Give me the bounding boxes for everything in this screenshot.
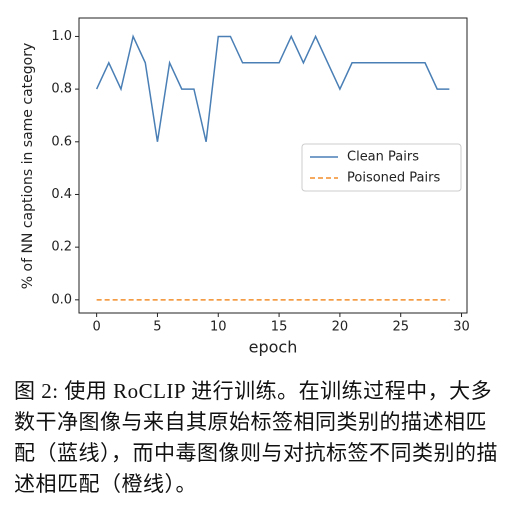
y-tick-label: 0.8 <box>51 82 72 97</box>
x-axis-label: epoch <box>249 338 298 357</box>
y-tick-label: 1.0 <box>51 29 72 44</box>
y-tick-label: 0.0 <box>51 292 72 307</box>
y-tick-label: 0.6 <box>51 134 72 149</box>
plot-frame <box>78 17 468 314</box>
x-tick-label: 15 <box>271 320 288 335</box>
caption: 图 2: 使用 RoCLIP 进行训练。在训练过程中，大多数干净图像与来自其原始… <box>14 379 498 496</box>
series-line <box>95 34 450 142</box>
x-tick-label: 25 <box>392 320 409 335</box>
legend-box <box>301 143 462 192</box>
legend-label: Clean Pairs <box>347 150 419 165</box>
x-tick-label: 20 <box>332 320 349 335</box>
x-tick-label: 5 <box>153 320 161 335</box>
x-tick-label: 0 <box>92 320 100 335</box>
y-tick-label: 0.4 <box>51 187 72 202</box>
y-axis-label: % of NN captions in same category <box>20 43 36 289</box>
x-tick-label: 10 <box>210 320 227 335</box>
chart: epoch % of NN captions in same category … <box>20 17 470 357</box>
y-tick-label: 0.2 <box>51 240 72 255</box>
x-tick-label: 30 <box>453 320 470 335</box>
legend-label: Poisoned Pairs <box>347 171 440 186</box>
